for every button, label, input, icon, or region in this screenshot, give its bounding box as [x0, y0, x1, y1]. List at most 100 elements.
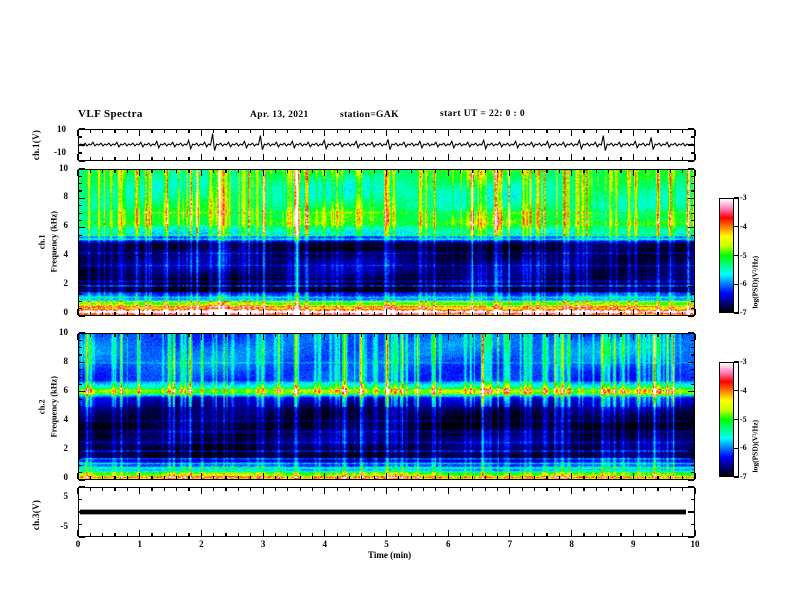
- colorbar-ch2: [719, 362, 734, 477]
- ch1-spec-xtick-top-39: [558, 170, 560, 174]
- ch1-spec-ytick-r-16: [688, 197, 694, 199]
- ch3-wave-xtick-top-18: [299, 488, 301, 492]
- ch1-wave-xtick-bot-41: [583, 156, 585, 160]
- ch2-spec-xtick-bot-8: [176, 475, 178, 479]
- ch2-spec-xtick-bot-19: [311, 475, 314, 479]
- cb1-tick-3: [734, 283, 739, 285]
- ch3-wave-xtick-top-49: [682, 488, 684, 492]
- ch1-spec-xtick-bot-43: [608, 311, 610, 315]
- ch1-wave-xtick-top-8: [176, 130, 178, 134]
- x-axis-tick-4: 4: [322, 539, 328, 549]
- ch3-wave-xtick-top-13: [237, 488, 239, 492]
- ch1-wave-xtick-top-34: [496, 130, 499, 134]
- ch3-wave-ytick-l-3: [79, 498, 83, 501]
- ch1-spec-xtick-bot-39: [558, 311, 560, 315]
- ch3-wave-xtick-top-21: [336, 488, 338, 492]
- ch2-spec-xtick-bot-27: [410, 475, 412, 479]
- ch2-spec-xtick-bot-7: [163, 475, 165, 479]
- ch2-spec-xtick-top-21: [336, 334, 338, 338]
- ch3-wave-xtick-top-43: [608, 488, 610, 492]
- ch2-spectrogram-panel: [78, 333, 695, 480]
- ch1-wave-ytick-l-2: [79, 144, 85, 146]
- x-axis-tick-3: 3: [260, 539, 266, 549]
- ch2-spec-xtick-bot-29: [435, 475, 437, 479]
- ch1-spec-xtick-top-18: [299, 170, 301, 174]
- ch1-spec-xtick-top-11: [213, 170, 215, 174]
- ch1-spec-xtick-top-14: [250, 170, 252, 174]
- ch2-spec-xtick-bot-35: [509, 473, 511, 479]
- ch3-wave-xtick-bot-3: [114, 532, 116, 536]
- ch2-spec-ytick-r-20: [688, 332, 694, 334]
- ch2-spec-ytick-r-8: [688, 420, 694, 422]
- ch1-spec-xtick-bot-21: [336, 311, 338, 315]
- ch3-wave-xtick-bot-42: [595, 532, 597, 536]
- ch1-wave-xtick-bot-11: [213, 156, 215, 160]
- ch2-spec-xtick-top-15: [262, 334, 264, 340]
- ch1-wave-xtick-bot-2: [102, 156, 104, 160]
- ch1-wave-xtick-top-48: [669, 130, 671, 134]
- ch2-spec-ytick-l-6: [79, 435, 83, 437]
- ch1-spec-ytick-r-7: [690, 263, 694, 266]
- ch3-wave-ytick-r-2: [688, 511, 694, 513]
- ch3-wave-xtick-bot-4: [126, 532, 128, 536]
- cb1-tick-2: [734, 254, 739, 257]
- ch1-wave-xtick-bot-7: [163, 156, 165, 160]
- ch1-spec-xtick-top-30: [447, 170, 449, 176]
- ch1-spec-xtick-bot-45: [632, 309, 634, 315]
- ch3-wave-xtick-bot-40: [571, 530, 573, 536]
- ch2-spec-ytick-r-19: [690, 339, 694, 341]
- ch1-spec-xtick-top-24: [373, 170, 375, 174]
- ch1-spec-xtick-top-13: [237, 170, 239, 174]
- ch1-wave-xtick-top-7: [163, 130, 165, 134]
- ch1-wave-xtick-top-6: [151, 130, 153, 134]
- ch1-spec-ytick-r-10: [690, 241, 694, 244]
- ch1-spec-ytick-2: 2: [63, 278, 69, 288]
- ch1-spec-xtick-top-31: [459, 170, 462, 174]
- ch3-wave-ytick-r-1: [690, 523, 694, 526]
- ch2-spec-ytick-r-11: [690, 398, 694, 400]
- ch2-spec-xtick-top-27: [410, 334, 412, 338]
- ch2-spec-xtick-top-20: [324, 334, 326, 340]
- x-axis-tick-0: 0: [75, 539, 81, 549]
- ch2-spec-xtick-bot-16: [274, 475, 277, 479]
- ch2-spec-ytick-r-7: [690, 427, 694, 430]
- ch2-spec-xtick-bot-3: [114, 475, 116, 479]
- ch3-wave-xtick-bot-31: [459, 532, 462, 536]
- ch1-spec-xtick-bot-5: [139, 309, 141, 315]
- ch1-spec-xtick-bot-32: [472, 311, 474, 315]
- ch2-spec-xtick-bot-4: [126, 475, 128, 479]
- ch3-wave-xtick-top-10: [200, 488, 202, 494]
- ch1-wave-xtick-bot-42: [595, 156, 597, 160]
- ch3-wave-xtick-bot-17: [287, 532, 289, 536]
- ch1-wave-xtick-bot-50: [694, 154, 696, 160]
- ch2-spec-xtick-top-14: [250, 334, 252, 338]
- ch1-wave-xtick-top-14: [250, 130, 252, 134]
- ch1-spec-xtick-top-23: [361, 170, 363, 174]
- ch3-wave-xtick-bot-49: [682, 532, 684, 536]
- ch2-spec-ytick-l-11: [79, 398, 83, 400]
- ch1-wave-ytick-l-3: [79, 136, 83, 138]
- ch2-spec-xtick-bot-28: [422, 475, 425, 479]
- ch1-wave-ytick-l-1: [79, 152, 83, 154]
- ch2-spec-ytick-l-0: [79, 479, 85, 481]
- ch3-wave-xtick-top-19: [311, 488, 314, 492]
- ch2-spec-xtick-top-28: [422, 334, 425, 338]
- ch2-spec-xtick-bot-18: [299, 475, 301, 479]
- ch1-spec-xtick-bot-24: [373, 311, 375, 315]
- ch2-spec-xtick-top-7: [163, 334, 165, 338]
- ch1-spec-xtick-bot-26: [398, 311, 400, 315]
- ch2-spec-ytick-l-4: [79, 450, 85, 452]
- ch1-wave-xtick-top-43: [608, 130, 610, 134]
- ch1-wave-xtick-bot-6: [151, 156, 153, 160]
- ch2-spec-xtick-top-12: [225, 334, 227, 338]
- ch1-wave-xtick-bot-39: [558, 156, 560, 160]
- ch3-wave-xtick-top-2: [102, 488, 104, 492]
- ch1-spec-xtick-top-37: [533, 170, 536, 174]
- ch2-spec-xtick-top-24: [373, 334, 375, 338]
- ch1-wave-xtick-bot-23: [361, 156, 363, 160]
- ch3-wave-xtick-bot-23: [361, 532, 363, 536]
- ch2-spec-ytick-2: 2: [63, 443, 69, 453]
- x-axis-tick-6: 6: [445, 539, 451, 549]
- ch1-wave-xtick-top-23: [361, 130, 363, 134]
